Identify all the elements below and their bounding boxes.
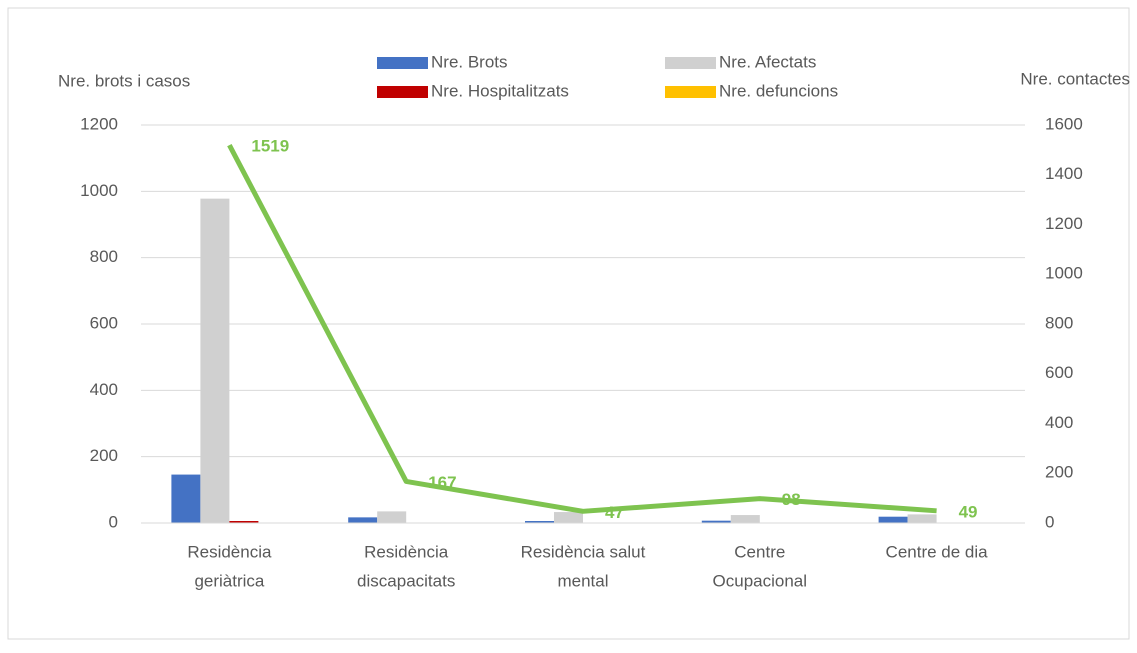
- data-label: 98: [782, 490, 801, 509]
- bar: [200, 198, 230, 523]
- x-tick-label: Residència: [187, 542, 272, 561]
- x-tick-label: Centre de dia: [886, 542, 989, 561]
- y-tick-label: 1200: [80, 114, 118, 133]
- bar: [525, 521, 554, 523]
- bar: [907, 514, 937, 523]
- bar: [229, 521, 259, 523]
- bar: [878, 516, 908, 523]
- bar: [554, 512, 583, 523]
- y2-tick-label: 1200: [1045, 214, 1083, 233]
- legend-label: Nre. Hospitalitzats: [431, 81, 569, 100]
- y2-tick-label: 600: [1045, 363, 1073, 382]
- y-tick-label: 1000: [80, 181, 118, 200]
- y-tick-label: 0: [109, 512, 118, 531]
- legend-label: Nre. Afectats: [719, 52, 816, 71]
- data-label: 47: [605, 503, 624, 522]
- y2-tick-label: 1000: [1045, 264, 1083, 283]
- x-tick-label: Centre: [734, 542, 785, 561]
- legend-swatch: [665, 86, 716, 98]
- y-tick-label: 200: [90, 446, 118, 465]
- y-tick-label: 600: [90, 313, 118, 332]
- bar: [377, 511, 407, 523]
- y2-tick-label: 800: [1045, 313, 1073, 332]
- legend-label: Nre. Brots: [431, 52, 508, 71]
- legend-swatch: [377, 57, 428, 69]
- bar: [701, 520, 731, 523]
- y2-tick-label: 400: [1045, 413, 1073, 432]
- x-tick-label: geriàtrica: [194, 571, 264, 590]
- x-tick-label: Residència: [364, 542, 449, 561]
- data-label: 49: [959, 502, 978, 521]
- legend-swatch: [377, 86, 428, 98]
- data-label: 1519: [251, 137, 289, 156]
- legend-swatch: [665, 57, 716, 69]
- x-tick-label: Ocupacional: [713, 571, 808, 590]
- bar: [730, 515, 760, 523]
- x-tick-label: discapacitats: [357, 571, 455, 590]
- bar: [171, 474, 201, 523]
- y2-tick-label: 0: [1045, 512, 1054, 531]
- y2-tick-label: 1600: [1045, 114, 1083, 133]
- y-axis-title: Nre. brots i casos: [58, 71, 190, 90]
- bar: [348, 517, 378, 523]
- y2-axis-title: Nre. contactes: [1020, 69, 1130, 88]
- legend-label: Nre. defuncions: [719, 81, 838, 100]
- x-tick-label: mental: [557, 571, 608, 590]
- x-tick-label: Residència salut: [521, 542, 646, 561]
- y2-tick-label: 200: [1045, 463, 1073, 482]
- y-tick-label: 800: [90, 247, 118, 266]
- line: [227, 143, 937, 514]
- data-label: 167: [428, 473, 456, 492]
- y2-tick-label: 1400: [1045, 164, 1083, 183]
- y-tick-label: 400: [90, 380, 118, 399]
